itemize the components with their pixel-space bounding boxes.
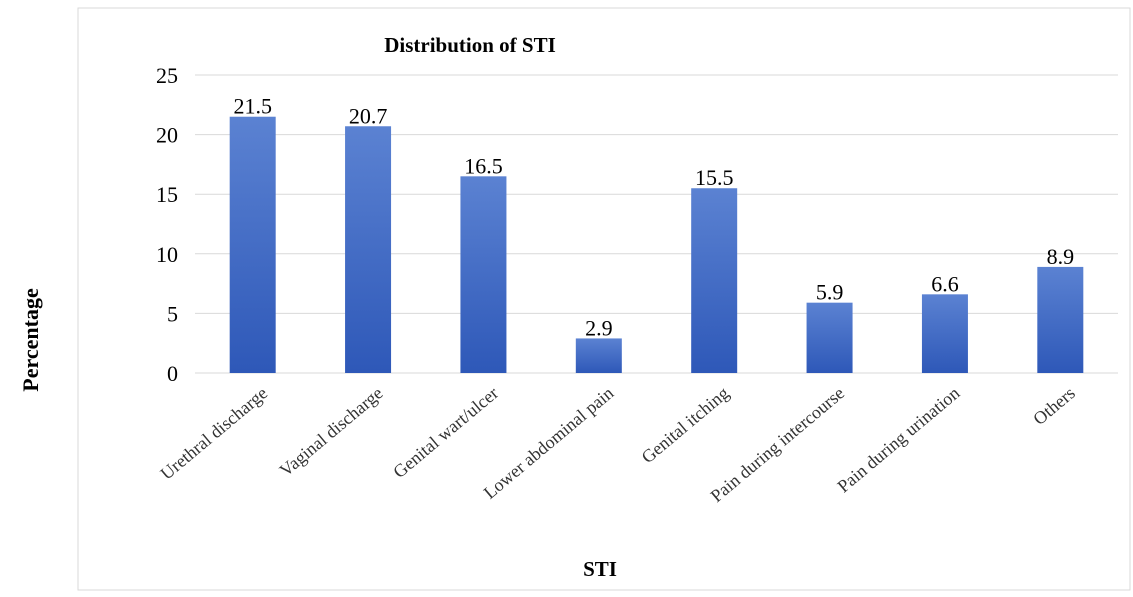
data-labels: 21.5 20.7 16.5 2.9 15.5 5.9 6.6 8.9 bbox=[233, 94, 1074, 341]
y-tick-label: 0 bbox=[167, 361, 178, 386]
bar bbox=[691, 188, 738, 373]
x-axis-label: STI bbox=[583, 557, 617, 581]
y-tick-label: 15 bbox=[156, 182, 178, 207]
data-label: 5.9 bbox=[816, 280, 844, 305]
data-label: 2.9 bbox=[585, 315, 613, 340]
y-axis-ticks: 0 5 10 15 20 25 bbox=[156, 63, 178, 386]
chart-title: Distribution of STI bbox=[384, 33, 556, 57]
bar bbox=[345, 126, 392, 373]
data-label: 21.5 bbox=[233, 94, 272, 119]
bar bbox=[1037, 266, 1084, 373]
bar bbox=[921, 294, 968, 373]
bars bbox=[229, 116, 1084, 373]
y-tick-label: 25 bbox=[156, 63, 178, 88]
bar bbox=[229, 116, 276, 373]
data-label: 16.5 bbox=[464, 153, 503, 178]
y-axis-label: Percentage bbox=[18, 288, 43, 392]
y-tick-label: 20 bbox=[156, 123, 178, 148]
bar bbox=[460, 176, 507, 373]
data-label: 15.5 bbox=[695, 165, 734, 190]
bar bbox=[806, 302, 853, 373]
y-tick-label: 10 bbox=[156, 242, 178, 267]
bar bbox=[575, 338, 622, 373]
data-label: 6.6 bbox=[931, 271, 959, 296]
data-label: 8.9 bbox=[1047, 244, 1075, 269]
y-tick-label: 5 bbox=[167, 301, 178, 326]
data-label: 20.7 bbox=[349, 103, 388, 128]
